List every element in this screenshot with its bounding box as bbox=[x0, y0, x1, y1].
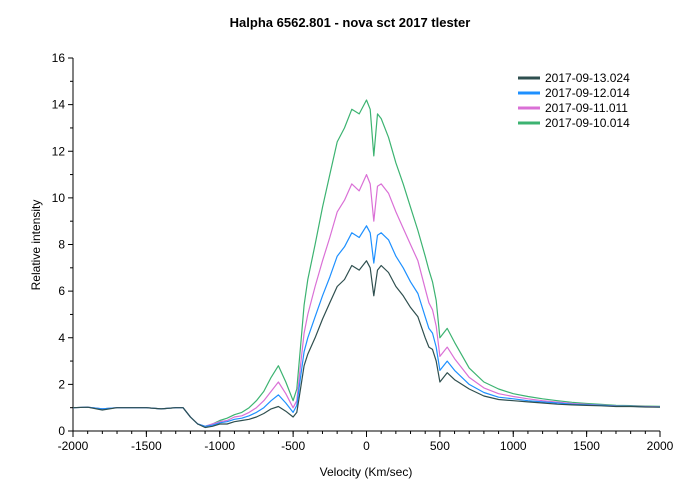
series-line-2017-09-13.024 bbox=[72, 260, 661, 429]
series-line-2017-09-12.014 bbox=[72, 225, 661, 427]
x-tick-label: 500 bbox=[430, 439, 450, 453]
x-tick-label: 2000 bbox=[647, 439, 674, 453]
x-tick-label: 1500 bbox=[573, 439, 600, 453]
y-tick-label: 12 bbox=[52, 144, 66, 158]
y-axis-title: Relative intensity bbox=[29, 200, 43, 291]
x-tick-label: -500 bbox=[281, 439, 305, 453]
y-tick-label: 10 bbox=[52, 191, 66, 205]
y-tick-label: 4 bbox=[58, 331, 65, 345]
x-tick-label: -1500 bbox=[131, 439, 162, 453]
y-tick-label: 0 bbox=[58, 424, 65, 438]
series-line-2017-09-11.011 bbox=[72, 174, 661, 427]
chart-title: Halpha 6562.801 - nova sct 2017 tlester bbox=[230, 15, 471, 30]
legend-label: 2017-09-12.014 bbox=[545, 86, 630, 100]
x-axis-title: Velocity (Km/sec) bbox=[320, 465, 413, 479]
x-tick-label: -2000 bbox=[58, 439, 89, 453]
legend-label: 2017-09-10.014 bbox=[545, 116, 630, 130]
y-tick-label: 14 bbox=[52, 98, 66, 112]
y-tick-label: 2 bbox=[58, 377, 65, 391]
x-tick-label: -1000 bbox=[204, 439, 235, 453]
legend-label: 2017-09-13.024 bbox=[545, 71, 630, 85]
y-tick-label: 8 bbox=[58, 238, 65, 252]
y-tick-label: 6 bbox=[58, 284, 65, 298]
x-tick-label: 0 bbox=[363, 439, 370, 453]
x-tick-label: 1000 bbox=[500, 439, 527, 453]
y-tick-label: 16 bbox=[52, 51, 66, 65]
legend-label: 2017-09-11.011 bbox=[545, 101, 628, 115]
series-line-2017-09-10.014 bbox=[72, 99, 661, 427]
